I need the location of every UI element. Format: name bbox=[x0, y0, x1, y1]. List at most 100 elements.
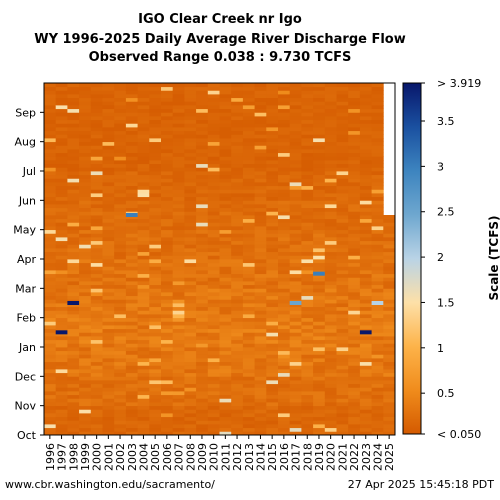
heatmap-cell bbox=[102, 328, 115, 333]
heatmap-cell bbox=[254, 97, 267, 102]
heatmap-cell bbox=[207, 383, 220, 388]
heatmap-cell bbox=[79, 178, 92, 183]
heatmap-cell bbox=[336, 119, 349, 124]
heatmap-cell bbox=[242, 350, 255, 355]
heatmap-cell bbox=[207, 248, 220, 253]
heatmap-cell bbox=[371, 339, 384, 344]
heatmap-cell bbox=[67, 413, 80, 418]
heatmap-cell bbox=[289, 97, 302, 102]
heatmap-cell bbox=[278, 240, 291, 245]
heatmap-cell bbox=[219, 152, 232, 157]
heatmap-cell bbox=[102, 354, 115, 359]
heatmap-cell bbox=[242, 409, 255, 414]
heatmap-cell bbox=[207, 196, 220, 201]
heatmap-cell bbox=[137, 218, 150, 223]
heatmap-cell bbox=[348, 251, 361, 256]
heatmap-cell bbox=[266, 328, 279, 333]
heatmap-cell bbox=[125, 270, 138, 275]
heatmap-cell bbox=[242, 259, 255, 264]
heatmap-cell bbox=[301, 380, 314, 385]
heatmap-cell bbox=[125, 138, 138, 143]
heatmap-cell bbox=[184, 193, 197, 198]
heatmap-cell bbox=[90, 413, 103, 418]
heatmap-cell bbox=[336, 94, 349, 99]
heatmap-cell bbox=[125, 240, 138, 245]
heatmap-cell bbox=[219, 347, 232, 352]
heatmap-cell bbox=[359, 394, 372, 399]
heatmap-cell bbox=[79, 420, 92, 425]
heatmap-cell bbox=[254, 394, 267, 399]
heatmap-cell bbox=[371, 240, 384, 245]
heatmap-cell bbox=[371, 277, 384, 282]
heatmap-cell bbox=[254, 354, 267, 359]
heatmap-cell bbox=[149, 354, 162, 359]
heatmap-cell bbox=[219, 405, 232, 410]
heatmap-cell bbox=[172, 328, 185, 333]
heatmap-cell bbox=[278, 336, 291, 341]
heatmap-cell bbox=[102, 398, 115, 403]
heatmap-cell bbox=[184, 288, 197, 293]
heatmap-cell bbox=[231, 350, 244, 355]
heatmap-cell bbox=[348, 284, 361, 289]
heatmap-cell bbox=[125, 108, 138, 113]
heatmap-cell bbox=[266, 119, 279, 124]
heatmap-cell bbox=[289, 321, 302, 326]
heatmap-cell bbox=[149, 317, 162, 322]
heatmap-cell bbox=[313, 409, 326, 414]
heatmap-cell bbox=[114, 149, 127, 154]
heatmap-cell bbox=[254, 138, 267, 143]
heatmap-cell bbox=[254, 156, 267, 161]
heatmap-cell bbox=[44, 314, 57, 319]
heatmap-cell bbox=[172, 376, 185, 381]
heatmap-cell bbox=[44, 270, 57, 275]
heatmap-cell bbox=[231, 380, 244, 385]
heatmap-cell bbox=[289, 237, 302, 242]
heatmap-cell bbox=[90, 398, 103, 403]
heatmap-cell bbox=[348, 391, 361, 396]
heatmap-cell bbox=[336, 383, 349, 388]
heatmap-cell bbox=[67, 196, 80, 201]
heatmap-cell bbox=[313, 240, 326, 245]
heatmap-cell bbox=[172, 215, 185, 220]
heatmap-cell bbox=[324, 317, 337, 322]
heatmap-cell bbox=[55, 167, 68, 172]
heatmap-cell bbox=[324, 138, 337, 143]
heatmap-cell bbox=[313, 174, 326, 179]
heatmap-cell bbox=[149, 141, 162, 146]
heatmap-cell bbox=[44, 149, 57, 154]
heatmap-cell bbox=[172, 369, 185, 374]
heatmap-cell bbox=[79, 233, 92, 238]
heatmap-cell bbox=[231, 255, 244, 260]
heatmap-cell bbox=[219, 119, 232, 124]
heatmap-cell bbox=[114, 416, 127, 421]
heatmap-cell bbox=[348, 288, 361, 293]
heatmap-cell bbox=[383, 259, 396, 264]
heatmap-cell bbox=[266, 391, 279, 396]
heatmap-cell bbox=[172, 409, 185, 414]
heatmap-cell bbox=[231, 405, 244, 410]
heatmap-cell bbox=[149, 328, 162, 333]
heatmap-cell bbox=[336, 112, 349, 117]
heatmap-cell bbox=[196, 273, 209, 278]
heatmap-cell bbox=[266, 200, 279, 205]
heatmap-cell bbox=[90, 376, 103, 381]
heatmap-cell bbox=[114, 211, 127, 216]
y-tick-label: Oct bbox=[17, 429, 37, 442]
heatmap-cell bbox=[172, 391, 185, 396]
heatmap-cell bbox=[79, 358, 92, 363]
x-tick-label: 2012 bbox=[231, 443, 244, 471]
heatmap-cell bbox=[324, 383, 337, 388]
heatmap-cell bbox=[149, 383, 162, 388]
heatmap-cell bbox=[336, 244, 349, 249]
heatmap-cell bbox=[371, 200, 384, 205]
heatmap-cell bbox=[348, 365, 361, 370]
heatmap-cell bbox=[266, 303, 279, 308]
heatmap-cell bbox=[231, 171, 244, 176]
heatmap-cell bbox=[371, 365, 384, 370]
heatmap-cell bbox=[55, 207, 68, 212]
heatmap-cell bbox=[79, 361, 92, 366]
heatmap-cell bbox=[125, 127, 138, 132]
heatmap-cell bbox=[184, 182, 197, 187]
heatmap-cell bbox=[254, 288, 267, 293]
heatmap-cell bbox=[266, 240, 279, 245]
